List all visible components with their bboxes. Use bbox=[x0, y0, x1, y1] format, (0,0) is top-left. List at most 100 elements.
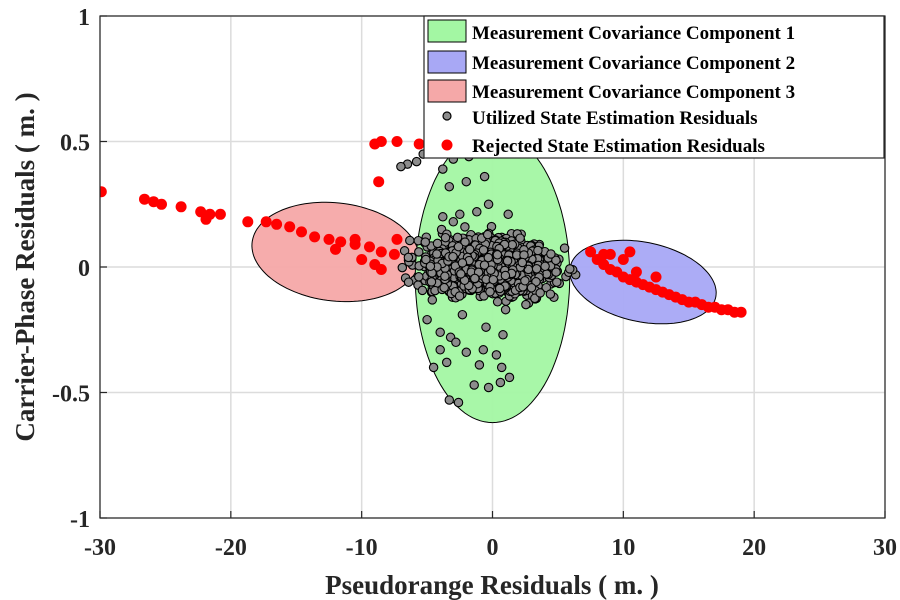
x-axis-label: Pseudorange Residuals ( m. ) bbox=[325, 570, 659, 600]
utilized-point bbox=[478, 345, 489, 355]
rejected-point bbox=[242, 216, 254, 228]
rejected-point bbox=[375, 246, 387, 258]
utilized-point bbox=[461, 347, 472, 358]
utilized-point bbox=[526, 283, 537, 293]
utilized-point bbox=[439, 282, 449, 293]
utilized-point bbox=[427, 295, 438, 305]
rejected-point bbox=[364, 241, 375, 253]
rejected-point bbox=[100, 186, 107, 198]
utilized-point bbox=[420, 237, 431, 247]
legend-label-utilized: Utilized State Estimation Residuals bbox=[472, 108, 758, 129]
rejected-point bbox=[330, 243, 341, 255]
rejected-point bbox=[349, 233, 361, 245]
utilized-point bbox=[426, 277, 437, 287]
x-tick-label: -20 bbox=[215, 535, 247, 561]
legend-label-component-1: Measurement Covariance Component 1 bbox=[472, 23, 795, 44]
utilized-point bbox=[551, 255, 561, 266]
utilized-point bbox=[492, 250, 503, 260]
utilized-point bbox=[485, 287, 495, 297]
utilized-point bbox=[457, 309, 468, 320]
utilized-point bbox=[533, 245, 543, 256]
axis-ticks: -30 -20 -10 0 10 20 30 -1 -0.5 0 0.5 1 bbox=[52, 5, 897, 561]
utilized-point bbox=[504, 372, 515, 383]
utilized-point bbox=[448, 217, 459, 227]
utilized-point bbox=[428, 362, 439, 373]
y-tick-label: 1 bbox=[78, 5, 90, 31]
rejected-point bbox=[388, 248, 400, 260]
utilized-point bbox=[483, 199, 494, 210]
utilized-point bbox=[498, 330, 508, 340]
y-axis-label: Carrier-Phase Residuals ( m. ) bbox=[10, 92, 40, 441]
utilized-point bbox=[464, 244, 475, 255]
utilized-point bbox=[421, 254, 431, 265]
utilized-point bbox=[444, 181, 455, 192]
utilized-point bbox=[483, 252, 494, 263]
rejected-point bbox=[650, 271, 662, 283]
rejected-point bbox=[323, 233, 335, 245]
legend-swatch-component-3 bbox=[427, 79, 467, 103]
utilized-point bbox=[481, 322, 491, 332]
rejected-point bbox=[391, 233, 403, 245]
legend: Measurement Covariance Component 1 Measu… bbox=[423, 15, 885, 159]
utilized-point bbox=[417, 285, 428, 296]
utilized-point bbox=[440, 271, 450, 282]
utilized-point bbox=[453, 397, 464, 408]
utilized-point bbox=[500, 270, 511, 281]
rejected-point bbox=[156, 198, 167, 210]
legend-label-component-3: Measurement Covariance Component 3 bbox=[472, 82, 795, 103]
utilized-point bbox=[405, 235, 415, 246]
rejected-point bbox=[375, 264, 387, 275]
utilized-point bbox=[565, 264, 575, 274]
utilized-point bbox=[396, 161, 406, 172]
rejected-point bbox=[175, 201, 187, 213]
legend-label-component-2: Measurement Covariance Component 2 bbox=[472, 53, 795, 74]
utilized-point bbox=[521, 299, 531, 310]
legend-box bbox=[423, 15, 885, 159]
utilized-point bbox=[486, 265, 496, 275]
utilized-point bbox=[500, 304, 511, 315]
utilized-point bbox=[457, 258, 468, 268]
utilized-point bbox=[452, 232, 463, 243]
utilized-point bbox=[456, 269, 466, 279]
utilized-point bbox=[441, 357, 452, 368]
utilized-point bbox=[515, 233, 525, 243]
utilized-point bbox=[411, 156, 422, 167]
utilized-point bbox=[552, 277, 562, 287]
rejected-point bbox=[271, 218, 283, 230]
utilized-point bbox=[491, 350, 502, 360]
utilized-point bbox=[451, 337, 461, 348]
rejected-point bbox=[296, 226, 307, 238]
rejected-point bbox=[284, 221, 296, 233]
utilized-point bbox=[545, 289, 556, 299]
rejected-point bbox=[735, 306, 747, 318]
utilized-point bbox=[414, 272, 424, 282]
utilized-point bbox=[492, 297, 503, 307]
rejected-point bbox=[356, 254, 368, 265]
legend-label-rejected: Rejected State Estimation Residuals bbox=[472, 136, 765, 157]
utilized-point bbox=[435, 327, 445, 338]
legend-swatch-component-1 bbox=[427, 19, 467, 43]
rejected-point bbox=[375, 136, 387, 147]
rejected-point bbox=[585, 246, 597, 258]
utilized-point bbox=[494, 283, 505, 294]
x-tick-label: 20 bbox=[742, 535, 766, 561]
utilized-point bbox=[479, 171, 490, 182]
rejected-point bbox=[624, 246, 636, 258]
utilized-point bbox=[520, 276, 530, 286]
x-tick-label: -30 bbox=[84, 535, 116, 561]
x-tick-label: -10 bbox=[346, 535, 378, 561]
utilized-point bbox=[414, 247, 424, 257]
rejected-point bbox=[413, 138, 425, 150]
rejected-point bbox=[260, 216, 272, 228]
rejected-point bbox=[139, 193, 150, 205]
utilized-point bbox=[472, 207, 482, 217]
plot-area bbox=[100, 126, 747, 424]
utilized-point bbox=[440, 232, 451, 243]
utilized-point bbox=[454, 291, 465, 301]
utilized-point bbox=[488, 274, 499, 285]
utilized-point bbox=[460, 222, 470, 232]
rejected-point bbox=[309, 231, 321, 243]
utilized-point bbox=[502, 256, 513, 266]
y-tick-label: 0 bbox=[78, 256, 90, 282]
